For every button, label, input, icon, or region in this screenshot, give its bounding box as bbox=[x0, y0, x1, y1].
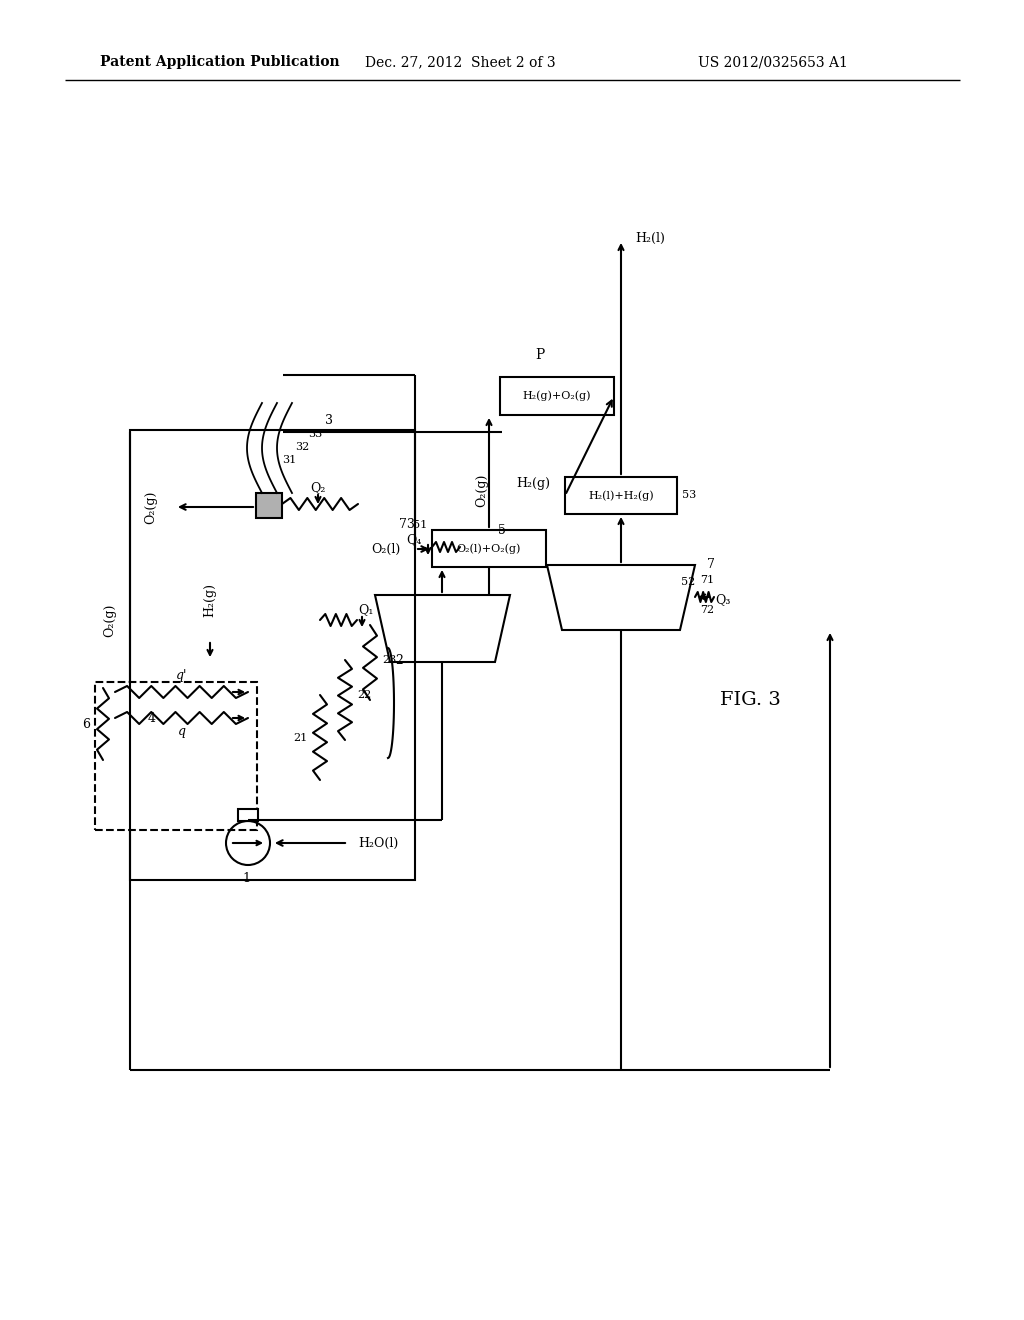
Text: Patent Application Publication: Patent Application Publication bbox=[100, 55, 340, 69]
Text: O₂(g): O₂(g) bbox=[475, 474, 488, 507]
Text: O₂(g): O₂(g) bbox=[144, 490, 157, 524]
Bar bbox=[95, 682, 257, 830]
Text: 2: 2 bbox=[395, 653, 402, 667]
Text: O₂(l)+O₂(g): O₂(l)+O₂(g) bbox=[457, 544, 521, 554]
Text: O₂(g): O₂(g) bbox=[103, 603, 117, 636]
Text: FIG. 3: FIG. 3 bbox=[720, 690, 781, 709]
Text: H₂(g): H₂(g) bbox=[516, 477, 550, 490]
Text: H₂(l): H₂(l) bbox=[635, 231, 665, 244]
Text: 32: 32 bbox=[295, 442, 309, 451]
Text: 21: 21 bbox=[294, 733, 308, 743]
Text: q': q' bbox=[176, 668, 187, 681]
Text: 71: 71 bbox=[700, 576, 714, 585]
Bar bbox=[238, 809, 258, 821]
Text: Dec. 27, 2012  Sheet 2 of 3: Dec. 27, 2012 Sheet 2 of 3 bbox=[365, 55, 556, 69]
Text: 6: 6 bbox=[82, 718, 90, 730]
Text: 53: 53 bbox=[682, 491, 696, 500]
Bar bbox=[565, 477, 677, 513]
Text: H₂(l)+H₂(g): H₂(l)+H₂(g) bbox=[588, 490, 653, 500]
Bar bbox=[432, 531, 546, 568]
Bar bbox=[256, 492, 282, 517]
Text: 1: 1 bbox=[242, 871, 250, 884]
Text: q: q bbox=[178, 726, 186, 738]
Text: 31: 31 bbox=[282, 455, 296, 465]
Text: 23: 23 bbox=[382, 655, 396, 665]
Text: 5: 5 bbox=[498, 524, 506, 536]
Text: 33: 33 bbox=[308, 429, 323, 440]
Text: US 2012/0325653 A1: US 2012/0325653 A1 bbox=[698, 55, 848, 69]
Text: 22: 22 bbox=[357, 690, 372, 700]
Text: O₂(l): O₂(l) bbox=[371, 543, 400, 556]
Text: 7: 7 bbox=[707, 558, 715, 572]
Text: P: P bbox=[536, 348, 545, 362]
Text: Q₁: Q₁ bbox=[358, 603, 374, 616]
Text: Q₄: Q₄ bbox=[407, 533, 422, 546]
Text: 4: 4 bbox=[148, 711, 156, 725]
Text: 73: 73 bbox=[399, 519, 415, 532]
Text: H₂(g)+O₂(g): H₂(g)+O₂(g) bbox=[522, 391, 591, 401]
Bar bbox=[500, 378, 614, 414]
Text: 52: 52 bbox=[681, 577, 695, 587]
Bar bbox=[130, 430, 415, 880]
Text: 72: 72 bbox=[700, 605, 714, 615]
Text: 51: 51 bbox=[413, 520, 427, 531]
Text: Q₃: Q₃ bbox=[715, 594, 730, 606]
Text: 3: 3 bbox=[325, 413, 333, 426]
Text: H₂O(l): H₂O(l) bbox=[358, 837, 398, 850]
Text: H₂(g): H₂(g) bbox=[204, 583, 216, 616]
Text: Q₂: Q₂ bbox=[310, 482, 326, 495]
